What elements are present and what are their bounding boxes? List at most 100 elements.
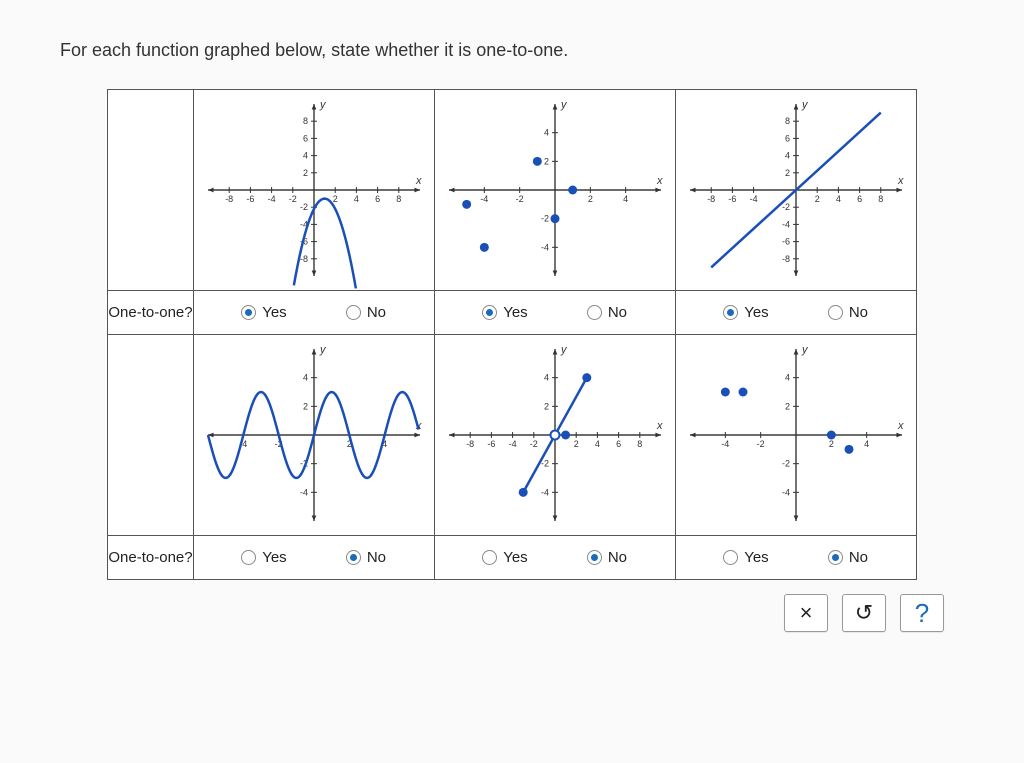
svg-text:8: 8 bbox=[637, 439, 642, 449]
svg-text:4: 4 bbox=[354, 194, 359, 204]
svg-text:6: 6 bbox=[616, 439, 621, 449]
radio-g3-yes[interactable]: Yes bbox=[723, 304, 768, 321]
svg-text:2: 2 bbox=[544, 156, 549, 166]
svg-text:-8: -8 bbox=[466, 439, 474, 449]
radio-g3-no[interactable]: No bbox=[828, 304, 868, 321]
svg-text:2: 2 bbox=[544, 401, 549, 411]
radio-g4-yes[interactable]: Yes bbox=[241, 549, 286, 566]
graph-cell-2: -4-224-4-224xy bbox=[434, 90, 675, 291]
svg-text:-2: -2 bbox=[756, 439, 764, 449]
svg-text:8: 8 bbox=[396, 194, 401, 204]
svg-text:4: 4 bbox=[836, 194, 841, 204]
svg-text:x: x bbox=[415, 175, 422, 187]
action-bar: × ↺ ? bbox=[60, 594, 964, 632]
svg-text:2: 2 bbox=[303, 401, 308, 411]
svg-text:y: y bbox=[560, 344, 568, 356]
no-label: No bbox=[608, 304, 627, 321]
svg-text:-2: -2 bbox=[541, 214, 549, 224]
svg-text:-4: -4 bbox=[721, 439, 729, 449]
svg-text:-4: -4 bbox=[782, 219, 790, 229]
blank-label-1 bbox=[108, 90, 193, 291]
radio-g6-no[interactable]: No bbox=[828, 549, 868, 566]
yes-label: Yes bbox=[262, 304, 286, 321]
answer-cell-3: Yes No bbox=[675, 291, 916, 335]
svg-text:-2: -2 bbox=[529, 439, 537, 449]
answer-cell-4: Yes No bbox=[193, 536, 434, 580]
graph-cell-3: -8-6-42468-8-6-4-22468xy bbox=[675, 90, 916, 291]
svg-text:-6: -6 bbox=[487, 439, 495, 449]
svg-text:x: x bbox=[897, 175, 904, 187]
svg-text:-2: -2 bbox=[288, 194, 296, 204]
no-label: No bbox=[367, 549, 386, 566]
yes-label: Yes bbox=[744, 304, 768, 321]
answer-cell-5: Yes No bbox=[434, 536, 675, 580]
svg-text:-6: -6 bbox=[782, 237, 790, 247]
row-label-2: One-to-one? bbox=[108, 536, 193, 580]
radio-g2-yes[interactable]: Yes bbox=[482, 304, 527, 321]
yes-label: Yes bbox=[503, 549, 527, 566]
svg-text:-4: -4 bbox=[541, 242, 549, 252]
radio-g2-no[interactable]: No bbox=[587, 304, 627, 321]
svg-text:x: x bbox=[656, 175, 663, 187]
svg-text:4: 4 bbox=[785, 151, 790, 161]
svg-text:-2: -2 bbox=[782, 459, 790, 469]
no-label: No bbox=[849, 304, 868, 321]
svg-text:-8: -8 bbox=[707, 194, 715, 204]
svg-text:y: y bbox=[560, 99, 568, 111]
svg-text:y: y bbox=[319, 99, 327, 111]
radio-g1-no[interactable]: No bbox=[346, 304, 386, 321]
svg-text:x: x bbox=[656, 420, 663, 432]
radio-g1-yes[interactable]: Yes bbox=[241, 304, 286, 321]
yes-label: Yes bbox=[262, 549, 286, 566]
svg-text:-8: -8 bbox=[300, 254, 308, 264]
undo-button[interactable]: ↺ bbox=[842, 594, 886, 632]
radio-g6-yes[interactable]: Yes bbox=[723, 549, 768, 566]
radio-g5-no[interactable]: No bbox=[587, 549, 627, 566]
svg-text:6: 6 bbox=[857, 194, 862, 204]
svg-text:-6: -6 bbox=[246, 194, 254, 204]
svg-text:2: 2 bbox=[785, 168, 790, 178]
svg-text:-8: -8 bbox=[225, 194, 233, 204]
svg-text:6: 6 bbox=[303, 133, 308, 143]
svg-text:-6: -6 bbox=[728, 194, 736, 204]
clear-button[interactable]: × bbox=[784, 594, 828, 632]
svg-text:4: 4 bbox=[303, 151, 308, 161]
svg-text:-4: -4 bbox=[480, 194, 488, 204]
svg-text:-2: -2 bbox=[782, 202, 790, 212]
svg-text:-4: -4 bbox=[300, 487, 308, 497]
svg-text:-4: -4 bbox=[267, 194, 275, 204]
graph-cell-1: -8-6-4-22468-8-6-4-22468xy bbox=[193, 90, 434, 291]
svg-text:2: 2 bbox=[828, 439, 833, 449]
no-label: No bbox=[608, 549, 627, 566]
svg-text:2: 2 bbox=[303, 168, 308, 178]
svg-text:2: 2 bbox=[332, 194, 337, 204]
row-label-1: One-to-one? bbox=[108, 291, 193, 335]
help-button[interactable]: ? bbox=[900, 594, 944, 632]
svg-text:4: 4 bbox=[544, 128, 549, 138]
question-grid: -8 -6 -4 -2 2 4 6 8 -8 -6 -4 -2 2 4 6 8 x y -4 -2 2 4 -4 -2 2 4 x… bbox=[107, 89, 916, 580]
svg-text:2: 2 bbox=[573, 439, 578, 449]
svg-text:-2: -2 bbox=[300, 202, 308, 212]
svg-text:2: 2 bbox=[785, 401, 790, 411]
svg-text:4: 4 bbox=[544, 373, 549, 383]
radio-g4-no[interactable]: No bbox=[346, 549, 386, 566]
svg-text:-8: -8 bbox=[782, 254, 790, 264]
svg-text:6: 6 bbox=[375, 194, 380, 204]
question-text: For each function graphed below, state w… bbox=[60, 40, 964, 61]
svg-text:6: 6 bbox=[785, 133, 790, 143]
no-label: No bbox=[849, 549, 868, 566]
svg-text:-4: -4 bbox=[749, 194, 757, 204]
svg-text:8: 8 bbox=[303, 116, 308, 126]
yes-label: Yes bbox=[744, 549, 768, 566]
svg-text:8: 8 bbox=[785, 116, 790, 126]
svg-text:8: 8 bbox=[878, 194, 883, 204]
svg-text:4: 4 bbox=[623, 194, 628, 204]
graph-cell-4: -4-224-4-224xy bbox=[193, 335, 434, 536]
radio-g5-yes[interactable]: Yes bbox=[482, 549, 527, 566]
answer-cell-6: Yes No bbox=[675, 536, 916, 580]
blank-label-2 bbox=[108, 335, 193, 536]
no-label: No bbox=[367, 304, 386, 321]
svg-text:4: 4 bbox=[303, 373, 308, 383]
yes-label: Yes bbox=[503, 304, 527, 321]
svg-text:-4: -4 bbox=[782, 487, 790, 497]
